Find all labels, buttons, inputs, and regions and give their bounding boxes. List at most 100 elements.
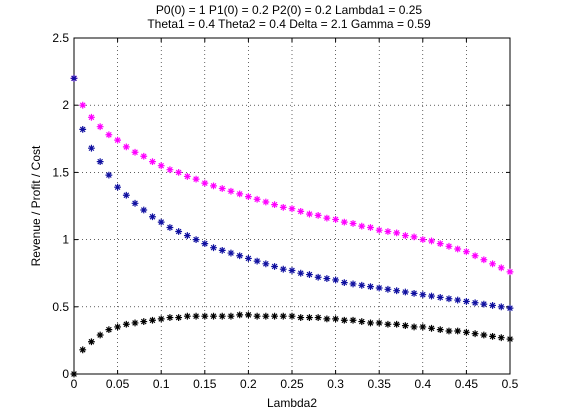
data-point: [149, 158, 156, 166]
data-point: [436, 326, 444, 334]
data-point: [323, 315, 331, 323]
title-line-2: Theta1 = 0.4 Theta2 = 0.4 Delta = 2.1 Ga…: [147, 17, 431, 31]
data-point: [210, 312, 217, 320]
y-tick-label: 0.5: [52, 300, 69, 314]
data-point: [288, 312, 296, 320]
data-point: [497, 303, 505, 311]
data-point: [149, 316, 156, 324]
data-point: [279, 312, 287, 320]
data-point: [201, 312, 209, 320]
data-point: [384, 320, 392, 328]
data-point: [88, 338, 95, 346]
data-point: [166, 314, 174, 321]
data-point: [410, 323, 418, 331]
data-point: [401, 288, 409, 296]
series-3: [70, 311, 514, 378]
data-point: [297, 314, 305, 321]
data-point: [375, 319, 383, 327]
data-point: [236, 252, 244, 260]
data-point: [489, 302, 496, 309]
data-point: [140, 152, 148, 160]
data-point: [471, 252, 479, 260]
data-point: [192, 312, 200, 320]
data-point: [157, 315, 165, 323]
data-point: [410, 233, 418, 241]
data-point: [297, 269, 305, 277]
data-point: [454, 245, 462, 253]
data-point: [218, 246, 226, 254]
data-point: [175, 169, 183, 176]
data-point: [340, 279, 348, 287]
data-point: [166, 166, 174, 174]
data-point: [410, 289, 418, 297]
data-point: [271, 312, 278, 320]
data-point: [70, 370, 78, 378]
data-point: [489, 332, 496, 340]
data-point: [183, 312, 191, 320]
data-point: [105, 131, 113, 139]
data-point: [262, 198, 270, 206]
data-point: [236, 311, 244, 319]
data-point: [262, 312, 270, 320]
data-point: [122, 320, 130, 328]
data-point: [79, 125, 87, 133]
data-point: [323, 275, 331, 282]
data-point: [306, 271, 313, 278]
y-tick-label: 1.5: [52, 165, 69, 179]
data-point: [175, 228, 183, 235]
data-point: [332, 216, 339, 223]
data-point: [367, 224, 374, 231]
data-point: [349, 220, 357, 227]
data-point: [279, 265, 287, 273]
data-point: [88, 144, 95, 152]
data-point: [236, 190, 244, 198]
data-point: [131, 319, 139, 327]
data-point: [358, 318, 366, 325]
y-tick-label: 1: [62, 233, 69, 247]
data-point: [323, 214, 331, 222]
data-point: [436, 293, 444, 301]
data-point: [375, 284, 383, 292]
data-point: [401, 232, 409, 239]
data-point: [227, 187, 235, 195]
data-point: [358, 281, 366, 289]
data-point: [445, 242, 453, 250]
data-point: [96, 158, 104, 166]
data-point: [314, 212, 322, 219]
x-tick-label: 0.2: [240, 377, 257, 391]
data-point: [384, 228, 392, 235]
chart-title: P0(0) = 1 P1(0) = 0.2 P2(0) = 0.2 Lambda…: [147, 3, 431, 31]
x-tick-label: 0.45: [455, 377, 479, 391]
y-tick-label: 2.5: [52, 31, 69, 45]
data-point: [349, 280, 357, 288]
data-point: [114, 323, 121, 331]
data-point: [384, 285, 392, 293]
data-point: [245, 255, 252, 262]
data-point: [393, 287, 401, 295]
data-point: [463, 328, 470, 336]
data-point: [201, 240, 209, 248]
data-point: [480, 256, 488, 264]
data-point: [245, 193, 252, 200]
axis-ticks: 0 0.05 0.1 0.15 0.2 0.25 0.3 0.35 0.4 0.45 0.5 0 0.5…: [52, 31, 518, 391]
x-axis-label: Lambda2: [267, 396, 317, 410]
data-point: [454, 296, 462, 304]
data-point: [497, 264, 505, 272]
data-point: [218, 312, 226, 320]
data-point: [114, 183, 121, 191]
data-point: [480, 300, 488, 308]
data-point: [340, 218, 348, 226]
data-point: [96, 123, 104, 131]
data-point: [201, 179, 209, 187]
series-2: [70, 74, 514, 312]
data-point: [445, 295, 453, 303]
data-point: [218, 185, 226, 192]
data-point: [253, 312, 261, 320]
x-tick-label: 0.15: [193, 377, 217, 391]
x-tick-label: 0.3: [327, 377, 344, 391]
data-point: [393, 229, 401, 237]
data-point: [375, 226, 383, 234]
data-point: [166, 224, 174, 231]
data-point: [306, 210, 313, 218]
data-point: [227, 312, 235, 320]
